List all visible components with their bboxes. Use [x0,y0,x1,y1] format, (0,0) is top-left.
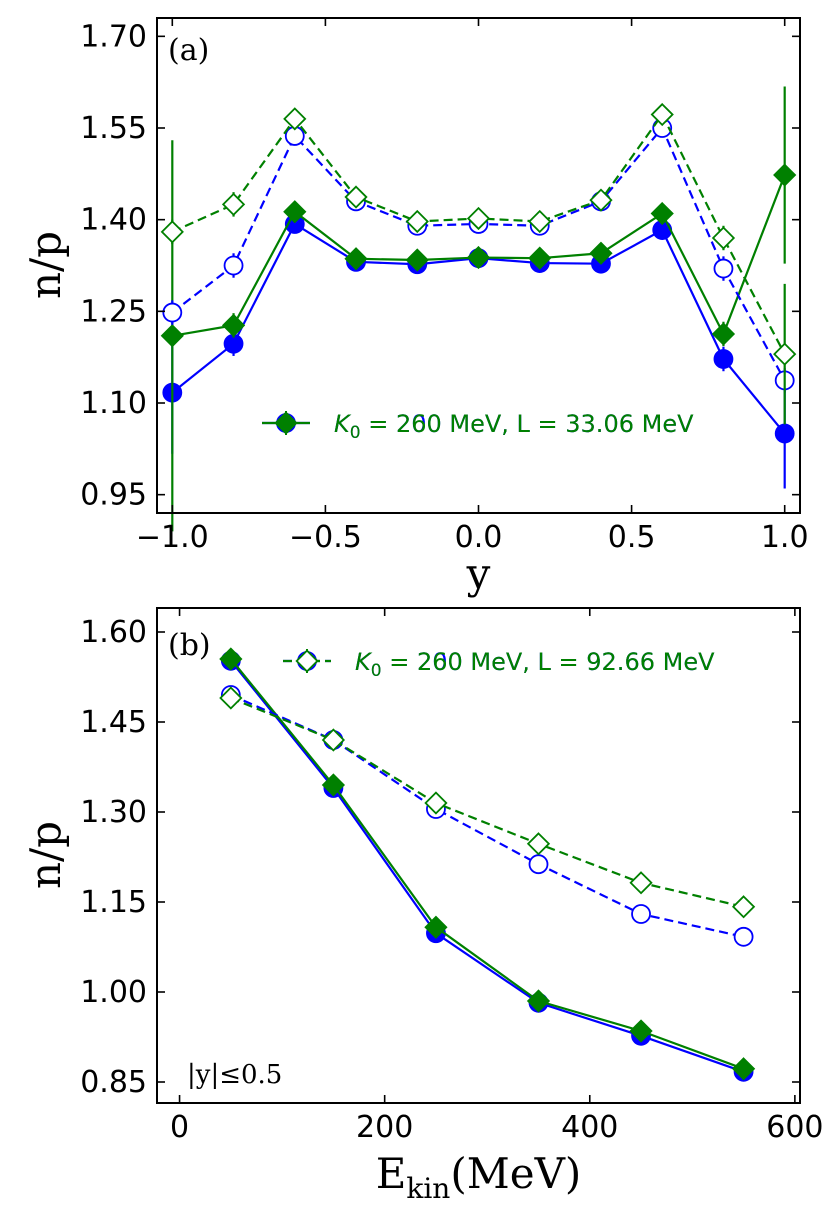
x-tick-label: 600 [766,1110,823,1145]
series-line [230,696,744,908]
series-1 [220,650,754,1082]
data-point [773,163,797,187]
data-point [466,206,491,231]
x-tick-label: 0.5 [608,520,656,555]
data-point [650,102,674,127]
data-point [321,728,346,752]
data-point [223,255,244,276]
panel-a: −1.0 −0.5 0.0 0.5 1.0 0.95 1.10 1.25 1.40 1.55 1.7… [21,17,809,598]
data-point [629,871,653,895]
series-line [171,112,786,355]
data-point [160,324,184,348]
data-point [526,832,551,856]
x-tick-label: 400 [561,1110,618,1145]
series-2 [160,86,797,532]
y-tick-label: 1.40 [80,203,147,238]
data-point [221,192,246,217]
legend-marker [295,649,319,673]
y-tick-label: 0.95 [80,478,147,513]
panel-label: (b) [168,628,211,663]
data-point [219,686,243,710]
x-tick-label: 0.0 [455,520,503,555]
y-tick-label: 1.70 [80,19,147,54]
x-tick-label: −1.0 [136,520,209,555]
x-tick-label: 1.0 [761,520,809,555]
data-point [283,200,307,224]
data-point [321,773,346,797]
data-point [713,258,734,279]
data-point [283,107,307,131]
data-point [733,926,754,947]
data-point [526,989,551,1013]
y-axis-label: n/p [21,821,70,889]
data-point [528,246,552,270]
legend-label: K0 = 200 MeV, L = 33.06 MeV [334,410,694,443]
data-point [631,904,651,924]
x-axis-label: y [466,549,491,598]
series-4 [219,686,756,919]
x-tick-label: 0 [170,1110,189,1145]
data-point [711,322,736,346]
data-point [589,188,613,212]
y-tick-label: 1.00 [80,975,147,1010]
data-point [629,1019,653,1043]
y-axis-label: n/p [21,231,70,299]
data-point [528,209,552,234]
data-point [528,854,549,875]
y-tick-label: 0.85 [80,1065,147,1100]
data-point [160,220,184,244]
y-tick-label: 1.55 [80,111,147,146]
panel-b: 0 200 400 600 0.85 1.00 1.15 1.30 1.45 1.60 n/p Eki… [21,607,824,1205]
data-point [589,241,613,265]
series-3 [220,685,754,947]
legend-marker [274,411,298,435]
panel-label: (a) [168,33,209,68]
series-line [229,660,744,1073]
series-line [230,693,744,938]
data-point [773,342,797,366]
x-axis-label: Ekin(MeV) [376,1149,582,1205]
series-line [229,658,744,1070]
legend-label: K0 = 260 MeV, L = 92.66 MeV [355,648,715,681]
y-tick-label: 1.15 [80,885,147,920]
legend-label: K0 = 200 MeV, L = 92.66 MeV [355,648,715,681]
data-point [466,245,491,270]
data-point [650,201,674,226]
series-2 [219,647,756,1081]
y-tick-label: 1.30 [80,795,147,830]
data-point [424,791,448,815]
data-point [713,349,734,369]
x-tick-label: 200 [356,1110,413,1145]
data-point [405,248,429,272]
data-point [774,423,795,444]
data-point [344,185,368,209]
series-4 [160,102,797,425]
data-point [731,895,756,919]
annotation: |y|≤0.5 [187,1060,282,1090]
y-tick-label: 1.60 [80,615,147,650]
data-point [731,1057,756,1081]
data-point [219,647,243,671]
legend-label: K0 = 260 MeV, L = 33.06 MeV [334,410,694,443]
y-tick-label: 1.45 [80,705,147,740]
data-point [424,915,448,939]
data-point [162,302,183,323]
data-point [221,313,246,338]
data-point [711,226,736,250]
y-tick-label: 1.25 [80,294,147,329]
y-tick-label: 1.10 [80,386,147,421]
data-point [344,247,368,271]
x-tick-label: −0.5 [289,520,362,555]
data-point [405,209,429,234]
axes-frame [156,607,801,1104]
